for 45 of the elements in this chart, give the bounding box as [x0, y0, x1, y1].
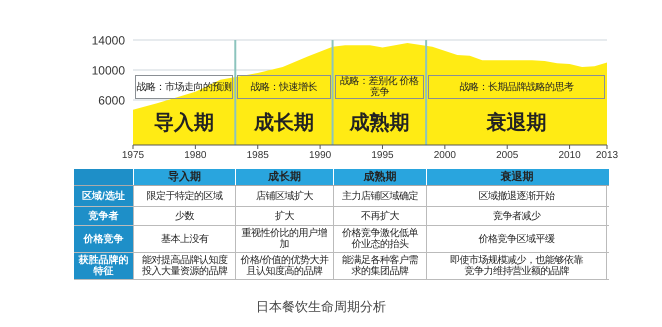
- text: 基本上没有: [133, 226, 236, 252]
- text: 能对提高品牌认知度投入大量资源的品牌: [133, 253, 236, 279]
- text: 获胜品牌的特征: [74, 253, 133, 279]
- text: 不再扩大: [332, 207, 426, 225]
- text: 限定于特定的区域: [133, 186, 236, 206]
- text: 成长期: [235, 169, 333, 185]
- annotation: 导入期: [153, 111, 216, 136]
- text: 衰退期: [426, 169, 607, 185]
- text: 扩大: [235, 207, 333, 225]
- x-tick-label: 1995: [371, 150, 394, 162]
- x-tick-label: 2005: [496, 150, 519, 162]
- annotation: 衰退期: [485, 110, 548, 136]
- text: 成熟期: [332, 169, 426, 185]
- text: 店铺区域扩大: [235, 186, 333, 206]
- text: 竞争者: [74, 207, 133, 225]
- x-tick-label: 1985: [246, 150, 270, 162]
- x-tick-label: 2013: [596, 150, 619, 162]
- text: 即使市场规模减少，也能够依靠竞争力维持营业额的品牌: [426, 253, 607, 279]
- text: 少数: [133, 207, 236, 225]
- text: 重视性价比的用户增加: [235, 226, 333, 252]
- y-tick-label: 14000: [92, 33, 126, 48]
- x-tick-label: 1975: [122, 150, 145, 162]
- text: 能满足各种客户需求的集团品牌: [332, 253, 426, 279]
- y-tick-label: 6000: [98, 93, 126, 108]
- annotation: 战略：长期品牌战略的思考: [428, 75, 605, 100]
- annotation: 战略：市场走向的预测: [135, 75, 234, 100]
- x-tick-label: 1990: [308, 150, 332, 162]
- x-tick-label: 1980: [184, 150, 207, 162]
- text: 价格竞争区域平缓: [426, 226, 607, 252]
- text: 价格竞争: [74, 226, 133, 252]
- text: 主力店铺区域确定: [332, 186, 426, 206]
- text: 日本餐饮生命周期分析: [255, 298, 387, 316]
- x-tick-label: 2000: [434, 150, 456, 162]
- text: 区域/选址: [74, 186, 133, 206]
- annotation: 成长期: [252, 111, 315, 136]
- text: 价格/价值的优势大并且认知度高的品牌: [235, 253, 333, 279]
- annotation: 战略：差别化 价格竞争: [334, 75, 424, 100]
- text: 区域撤退逐渐开始: [426, 186, 607, 206]
- annotation: 成熟期: [348, 111, 410, 136]
- text: 导入期: [133, 169, 236, 185]
- x-tick-label: 2010: [558, 150, 582, 162]
- annotation: 战略：快速增长: [237, 75, 331, 100]
- y-tick-label: 10000: [92, 63, 126, 78]
- text: 竞争者减少: [426, 207, 607, 225]
- text: 价格竞争激化低单价业态的抬头: [332, 226, 426, 252]
